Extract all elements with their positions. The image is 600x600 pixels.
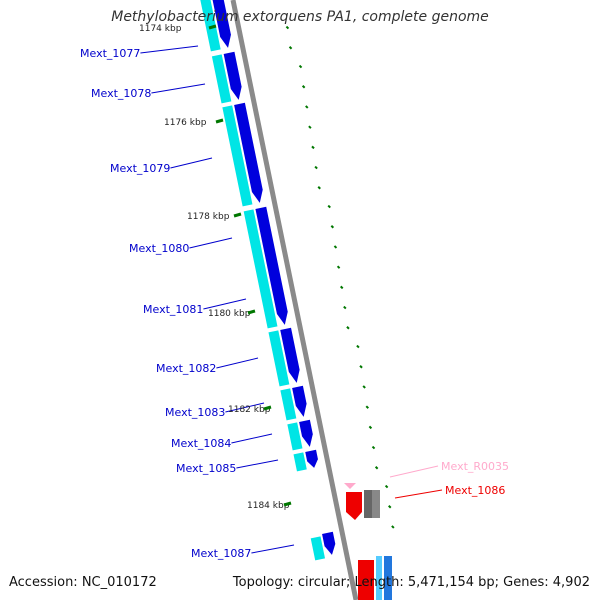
- gc-skew-tick: [333, 245, 338, 249]
- genome-backbone-line: [230, 0, 359, 600]
- cds-arrow: [299, 419, 313, 447]
- gc-skew-tick: [301, 85, 306, 89]
- gene-label-mext-r0035: Mext_R0035: [441, 460, 509, 473]
- map-title: Methylobacterium extorquens PA1, complet…: [111, 9, 489, 25]
- cds-inner-band: [200, 0, 221, 52]
- rna-marker: [344, 483, 356, 489]
- scale-label: 1176 kbp: [164, 118, 207, 128]
- gene-leader-line: [231, 433, 273, 444]
- gene-leader-line: [225, 402, 265, 413]
- scale-label: 1180 kbp: [208, 309, 251, 319]
- gc-skew-tick: [317, 186, 321, 190]
- gene-label-mext-1080: Mext_1080: [129, 242, 189, 255]
- gc-skew-tick: [388, 505, 392, 509]
- cds-arrow: [322, 531, 336, 555]
- cds-arrow: [234, 102, 263, 203]
- gene-1086-block: [346, 492, 362, 520]
- scale-label: 1182 kbp: [228, 405, 271, 415]
- gc-skew-tick: [359, 365, 363, 369]
- gc-skew-tick: [336, 265, 341, 269]
- gene-label-mext-1084: Mext_1084: [171, 437, 231, 450]
- gene-leader-line: [236, 459, 279, 469]
- gene-leader-line: [151, 83, 206, 94]
- gene-label-mext-1078: Mext_1078: [91, 87, 151, 100]
- gc-skew-tick: [365, 405, 369, 409]
- accession-text: Accession: NC_010172: [9, 575, 157, 590]
- gene-leader-line: [251, 544, 295, 554]
- cds-inner-band: [310, 536, 326, 561]
- gene-leader-line: [394, 489, 443, 499]
- scale-tick: [208, 24, 217, 30]
- gc-skew-tick: [384, 484, 389, 489]
- gc-skew-tick: [285, 25, 290, 30]
- cds-arrow: [292, 385, 307, 417]
- red-block-bottom: [358, 560, 374, 600]
- gc-skew-tick: [308, 125, 312, 129]
- cds-arrow: [212, 0, 231, 48]
- scale-tick: [283, 501, 292, 507]
- gene-leader-line: [189, 237, 233, 249]
- cds-inner-band: [268, 330, 290, 387]
- gc-skew-tick: [391, 525, 395, 529]
- cds-inner-band: [287, 422, 303, 451]
- gene-label-mext-1079: Mext_1079: [110, 162, 170, 175]
- gc-skew-tick: [298, 64, 303, 69]
- gene-label-mext-1077: Mext_1077: [80, 47, 140, 60]
- cds-inner-band: [211, 54, 232, 104]
- gene-leader-line: [170, 157, 213, 169]
- scale-tick: [263, 405, 272, 411]
- cds-arrow: [255, 206, 288, 325]
- gc-skew-tick: [356, 344, 360, 349]
- gc-skew-tick: [368, 425, 373, 430]
- grey-block: [372, 490, 380, 518]
- gc-skew-tick: [374, 466, 379, 470]
- gc-skew-tick: [343, 305, 347, 310]
- scale-label: 1178 kbp: [187, 212, 230, 222]
- cds-inner-band: [280, 388, 297, 421]
- gene-leader-line: [203, 298, 247, 310]
- gene-label-mext-1083: Mext_1083: [165, 406, 225, 419]
- gene-label-mext-1081: Mext_1081: [143, 303, 203, 316]
- gene-label-mext-1087: Mext_1087: [191, 547, 251, 560]
- gc-skew-tick: [327, 204, 331, 209]
- scale-tick: [233, 212, 242, 218]
- gene-label-mext-1082: Mext_1082: [156, 362, 216, 375]
- gene-label-mext-1085: Mext_1085: [176, 462, 236, 475]
- scale-tick: [247, 309, 256, 315]
- gc-skew-tick: [346, 326, 350, 330]
- gc-skew-tick: [362, 385, 366, 389]
- gene-label-mext-1086: Mext_1086: [445, 484, 505, 497]
- gc-skew-tick: [311, 145, 315, 150]
- gene-leader-line: [140, 45, 199, 54]
- gc-skew-tick: [314, 165, 318, 170]
- cds-arrow: [305, 449, 318, 468]
- gc-skew-tick: [371, 445, 376, 450]
- cds-arrow: [223, 51, 242, 100]
- gc-skew-tick: [339, 285, 344, 290]
- gene-leader-line: [216, 357, 259, 369]
- grey-block: [364, 490, 372, 518]
- cds-inner-band: [293, 452, 307, 472]
- gc-skew-tick: [330, 225, 335, 229]
- scale-label: 1184 kbp: [247, 501, 290, 511]
- cds-arrow: [280, 327, 300, 383]
- cds-inner-band: [222, 105, 253, 207]
- genome-summary-text: Topology: circular; Length: 5,471,154 bp…: [232, 575, 590, 590]
- gc-skew-tick: [288, 46, 293, 50]
- gc-skew-tick: [305, 105, 309, 109]
- gene-leader-line: [389, 465, 439, 478]
- scale-tick: [215, 118, 224, 124]
- blue-block-bottom: [384, 556, 392, 600]
- scale-label: 1174 kbp: [139, 24, 182, 34]
- cds-inner-band: [243, 209, 278, 329]
- blue-block-bottom: [376, 556, 382, 600]
